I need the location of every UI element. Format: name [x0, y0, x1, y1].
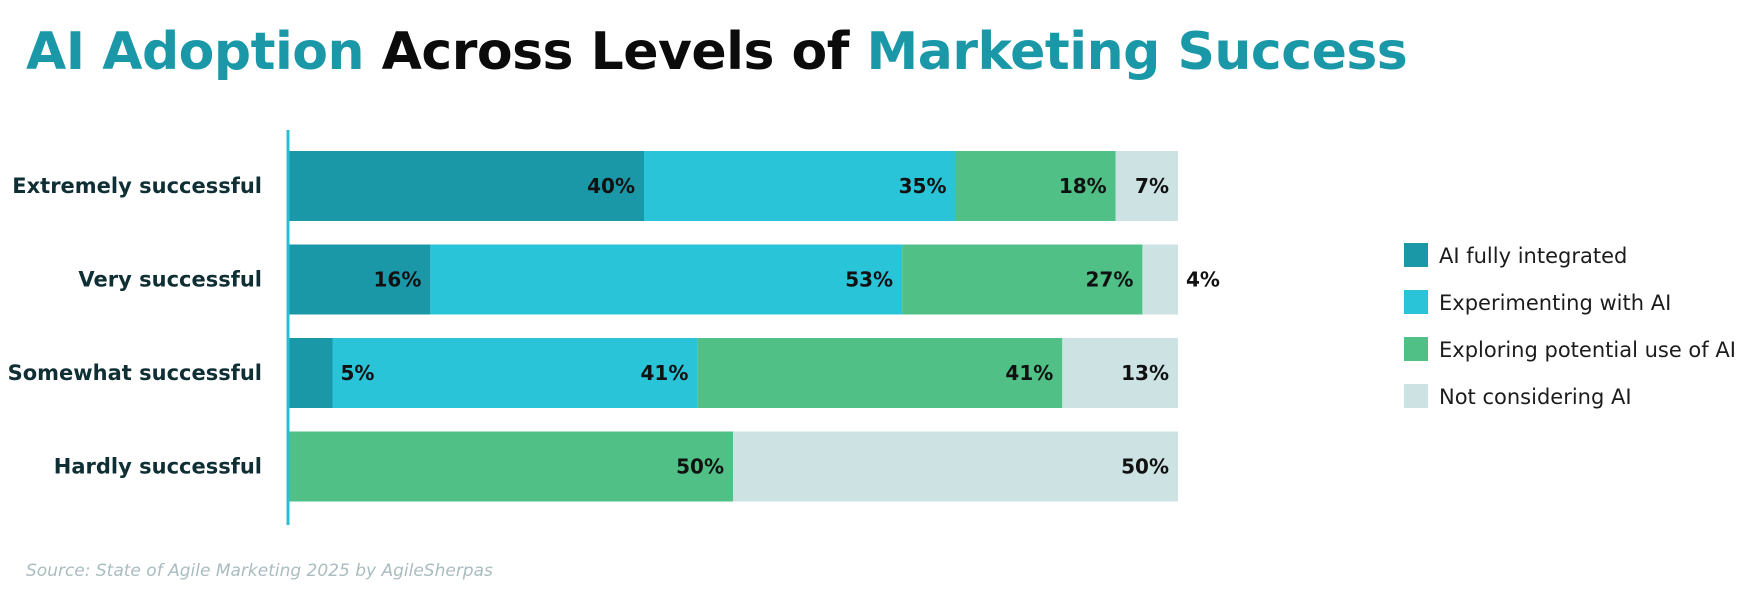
- title-accent-2: Marketing Success: [866, 22, 1408, 82]
- bar-somewhat-successful-exploring-potential-use-of-ai: [697, 338, 1063, 408]
- legend-label-not-considering-ai: Not considering AI: [1439, 385, 1632, 409]
- bar-extremely-successful-exploring-potential-use-of-ai: [955, 151, 1116, 221]
- bar-extremely-successful-experimenting-with-ai: [644, 151, 956, 221]
- bar-extremely-successful-ai-fully-integrated: [288, 151, 644, 221]
- title-accent-1: AI Adoption: [26, 22, 365, 82]
- value-label-very-successful-ai-fully-integrated: 16%: [374, 268, 422, 292]
- legend-swatch-ai-fully-integrated: [1404, 243, 1428, 267]
- bar-somewhat-successful-ai-fully-integrated: [288, 338, 333, 408]
- bar-very-successful-exploring-potential-use-of-ai: [902, 244, 1143, 315]
- bar-very-successful-experimenting-with-ai: [430, 244, 903, 315]
- legend-label-exploring-potential-use-of-ai: Exploring potential use of AI: [1439, 338, 1736, 362]
- value-label-somewhat-successful-not-considering-ai: 13%: [1121, 361, 1169, 385]
- legend-swatch-exploring-potential-use-of-ai: [1404, 337, 1428, 361]
- legend-label-ai-fully-integrated: AI fully integrated: [1439, 244, 1627, 268]
- value-label-somewhat-successful-ai-fully-integrated: 5%: [341, 361, 375, 385]
- value-label-hardly-successful-exploring-potential-use-of-ai: 50%: [676, 455, 724, 479]
- value-label-extremely-successful-ai-fully-integrated: 40%: [587, 174, 635, 198]
- title-middle: Across Levels of: [364, 22, 867, 82]
- bar-very-successful-not-considering-ai: [1142, 244, 1178, 315]
- bar-somewhat-successful-not-considering-ai: [1062, 338, 1178, 408]
- category-labels-group: Extremely successful Very successful Somew…: [8, 174, 262, 479]
- category-label-very-successful: Very successful: [78, 268, 262, 292]
- value-label-somewhat-successful-experimenting-with-ai: 41%: [641, 361, 689, 385]
- chart-title: AI Adoption Across Levels of Marketing S…: [26, 22, 1408, 82]
- legend: AI fully integrated Experimenting with AI…: [1404, 243, 1736, 409]
- legend-label-experimenting-with-ai: Experimenting with AI: [1439, 291, 1671, 315]
- legend-swatch-experimenting-with-ai: [1404, 290, 1428, 314]
- source-note: Source: State of Agile Marketing 2025 by…: [26, 561, 493, 581]
- value-label-very-successful-experimenting-with-ai: 53%: [845, 268, 893, 292]
- value-labels-group: 40% 35% 18% 7% 16% 53% 27% 4% 5% 41% 41% 13% 50% 50%: [341, 174, 1220, 479]
- bar-hardly-successful-exploring-potential-use-of-ai: [288, 431, 733, 502]
- category-label-hardly-successful: Hardly successful: [54, 455, 262, 479]
- legend-swatch-not-considering-ai: [1404, 384, 1428, 408]
- bar-hardly-successful-not-considering-ai: [733, 431, 1178, 502]
- value-label-hardly-successful-not-considering-ai: 50%: [1121, 455, 1169, 479]
- category-label-extremely-successful: Extremely successful: [12, 174, 262, 198]
- value-label-extremely-successful-not-considering-ai: 7%: [1135, 174, 1169, 198]
- value-label-somewhat-successful-exploring-potential-use-of-ai: 41%: [1005, 361, 1053, 385]
- bar-extremely-successful-not-considering-ai: [1115, 151, 1178, 221]
- value-label-extremely-successful-experimenting-with-ai: 35%: [899, 174, 947, 198]
- bar-very-successful-ai-fully-integrated: [288, 244, 431, 315]
- value-label-very-successful-not-considering-ai: 4%: [1186, 268, 1220, 292]
- category-label-somewhat-successful: Somewhat successful: [8, 361, 262, 385]
- value-label-extremely-successful-exploring-potential-use-of-ai: 18%: [1059, 174, 1107, 198]
- bars-group: [288, 151, 1178, 502]
- bar-somewhat-successful-experimenting-with-ai: [332, 338, 698, 408]
- value-label-very-successful-exploring-potential-use-of-ai: 27%: [1086, 268, 1134, 292]
